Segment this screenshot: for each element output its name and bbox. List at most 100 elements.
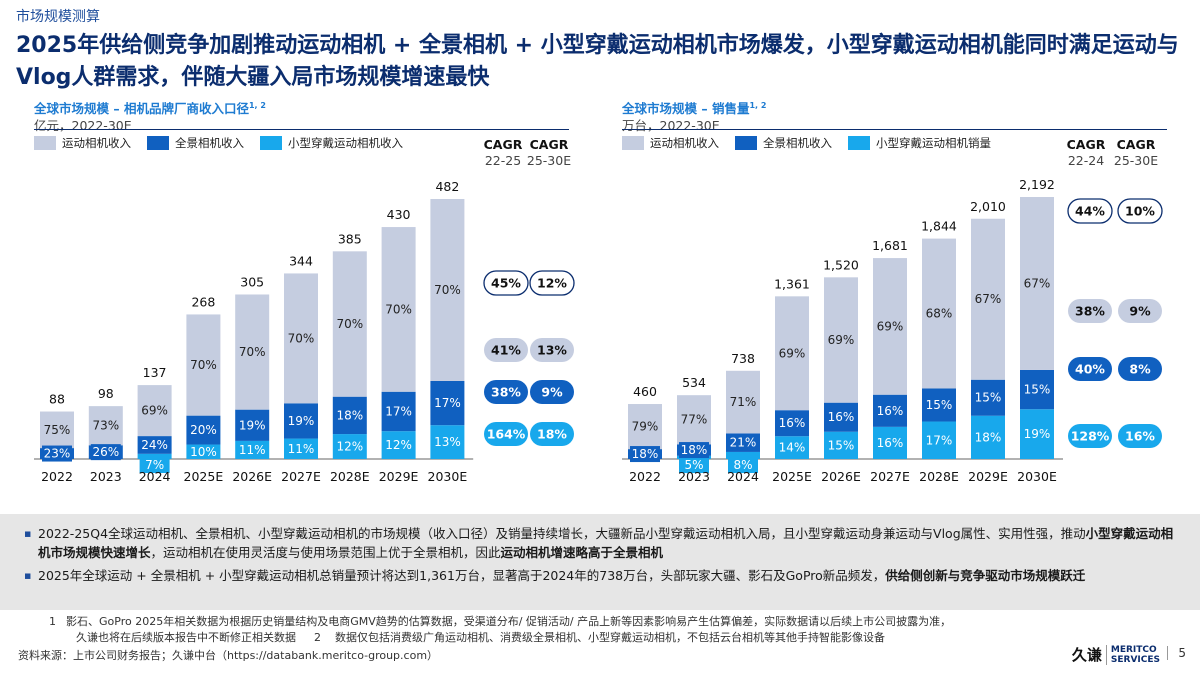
share-label: 26% [92,445,119,459]
total-label: 385 [338,231,362,246]
bar-segment-sports [628,404,662,450]
share-label: 68% [926,307,953,321]
share-label: 10% [190,445,217,459]
share-label: 14% [779,441,806,455]
total-label: 268 [191,294,215,309]
share-label: 16% [877,404,904,418]
share-label: 70% [239,345,266,359]
cagr-pill [1118,299,1162,323]
cagr-pill [1067,198,1113,224]
share-label: 24% [141,438,168,452]
share-label: 77% [681,413,708,427]
cagr-value: 44% [1075,204,1105,219]
bar-segment-sports [88,406,123,446]
category-label: 2025E [772,469,812,484]
bar-segment-panorama [186,415,221,445]
share-label: 69% [828,333,855,347]
share-label: 19% [1024,427,1051,441]
share-label: 17% [926,433,953,447]
bar-segment-wearable [726,451,760,459]
cagr-pill [1117,198,1163,224]
bar-segment-panorama [873,394,907,427]
cagr-value: 164% [487,427,526,442]
legend-swatch-wearable [260,136,282,150]
category-label: 2029E [379,469,419,484]
category-label: 2025E [184,469,224,484]
bar-segment-panorama [1020,369,1054,410]
bar-segment-wearable [235,440,270,459]
legend-item: 运动相机收入 [622,135,719,151]
share-label-box [90,444,121,461]
right-bar-chart: 18%79%46020225%18%77%53420238%21%71%7382… [622,177,1163,484]
bar-segment-wearable [381,431,416,459]
cagr-value: 38% [491,385,521,400]
category-label: 2030E [1017,469,1057,484]
share-label: 16% [828,410,855,424]
share-label: 70% [385,302,412,316]
share-label: 67% [975,292,1002,306]
category-label: 2028E [919,469,959,484]
share-label: 15% [926,398,953,412]
legend-swatch-wearable [848,136,870,150]
bar-segment-wearable [971,415,1005,459]
bar-segment-panorama [332,396,367,435]
bar-segment-wearable [922,421,956,459]
legend-swatch-panorama [735,136,757,150]
headline: 2025年供给侧竞争加剧推动运动相机 + 全景相机 + 小型穿戴运动相机市场爆发… [16,33,1179,90]
category-label: 2027E [281,469,321,484]
bar-segment-wearable [284,438,318,459]
share-label: 23% [44,447,71,461]
share-label: 17% [434,396,461,410]
share-label: 17% [385,404,412,418]
total-label: 430 [387,207,411,222]
share-label: 13% [434,435,461,449]
cagr-pill [484,338,528,362]
share-label-box [42,445,72,462]
share-label: 16% [877,436,904,450]
cagr-value: 41% [491,343,521,358]
cagr-value: 40% [1075,362,1105,377]
category-label: 2022 [41,469,73,484]
category-label: 2023 [678,469,710,484]
left-chart-rule [34,129,569,130]
share-label: 71% [730,395,757,409]
share-label: 12% [336,440,363,454]
cagr-value: 12% [537,276,567,291]
total-label: 2,010 [970,199,1006,214]
cagr-value: 8% [1129,362,1151,377]
bar-segment-sports [137,385,172,437]
bar-segment-sports [824,277,858,403]
cagr-pill [1068,424,1112,448]
category-label: 2026E [232,469,272,484]
total-label: 88 [49,392,65,407]
cagr-value: 45% [491,276,521,291]
bar-segment-sports [186,314,221,416]
right-cagr-header-2: CAGR 25-30E [1113,137,1159,168]
share-label: 70% [190,358,217,372]
bar-segment-panorama [430,381,465,426]
share-label: 11% [239,443,266,457]
cagr-pill [530,380,574,404]
category-label: 2024 [727,469,759,484]
share-label: 67% [1024,276,1051,290]
cagr-value: 13% [537,343,567,358]
cagr-value: 9% [541,385,563,400]
bar-segment-wearable [824,431,858,459]
bar-segment-panorama [922,388,956,422]
legend-item: 运动相机收入 [34,135,131,151]
right-chart-subtitle: 万台，2022-30E [622,118,720,133]
bar-segment-wearable [186,444,221,459]
legend-item: 全景相机收入 [147,135,244,151]
legend-item: 全景相机收入 [735,135,832,151]
share-label: 75% [44,423,71,437]
share-label-box [679,457,709,473]
bar-segment-sports [971,218,1005,380]
total-label: 98 [98,386,114,401]
bar-segment-sports [430,199,465,381]
share-label: 5% [684,458,703,472]
legend-swatch-panorama [147,136,169,150]
bar-segment-sports [40,411,74,449]
cagr-pill [530,338,574,362]
bar-segment-wearable [873,426,907,459]
share-label: 69% [141,404,168,418]
